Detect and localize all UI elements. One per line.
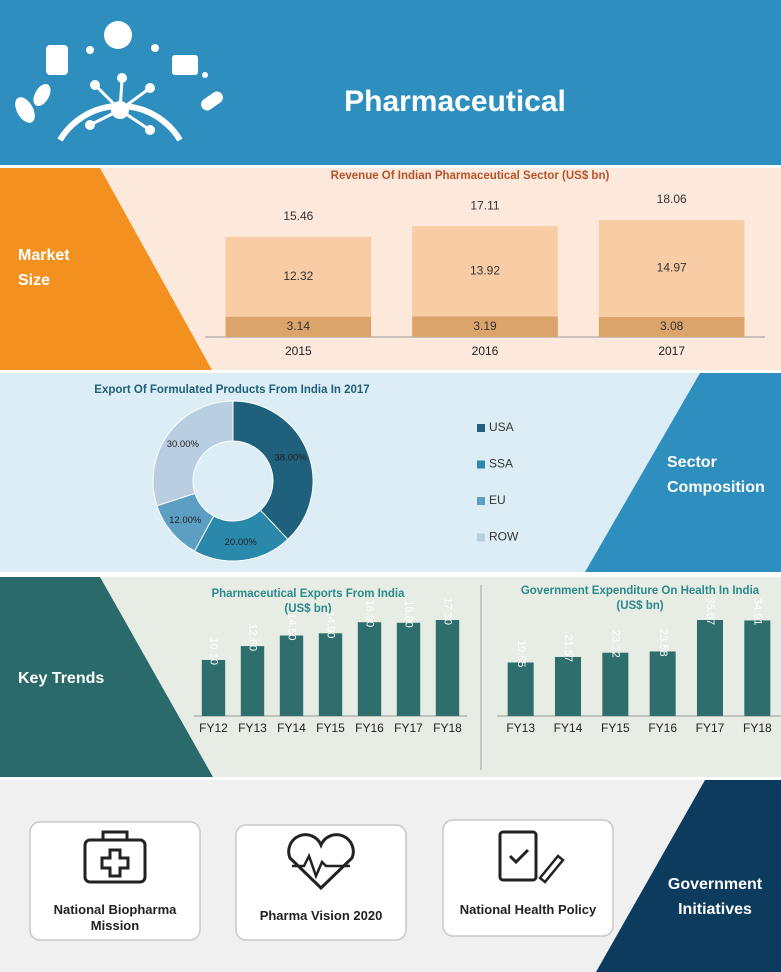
chart-subtitle: (US$ bn) <box>284 603 331 615</box>
total-label: 15.46 <box>283 209 313 223</box>
data-label: 12.00% <box>169 515 202 526</box>
bar <box>507 662 534 716</box>
card-label: Pharma Vision 2020 <box>259 908 383 923</box>
legend-swatch <box>477 460 485 469</box>
bar <box>357 622 382 716</box>
data-label: 12.32 <box>283 269 313 283</box>
legend-swatch <box>477 533 485 542</box>
bar <box>201 659 226 716</box>
total-label: 17.11 <box>470 198 499 212</box>
data-label: 16.90 <box>364 600 376 628</box>
data-label: 16.80 <box>403 600 415 628</box>
x-tick-label: FY17 <box>394 721 423 735</box>
legend-swatch <box>477 424 485 432</box>
x-tick-label: FY12 <box>199 721 228 735</box>
bar-segment <box>598 317 745 337</box>
chart-title: Government Expenditure On Health In Indi… <box>521 585 760 597</box>
bar <box>396 622 421 716</box>
bar-segment <box>225 316 372 337</box>
header-bg <box>0 0 781 165</box>
x-tick-label: 2016 <box>472 344 499 358</box>
data-label: 30.00% <box>167 439 200 450</box>
x-tick-label: FY13 <box>238 721 267 735</box>
data-label: 20.00% <box>225 537 258 548</box>
x-tick-label: FY15 <box>601 721 630 735</box>
card-icons <box>83 830 565 891</box>
bar <box>696 620 724 716</box>
data-label: 19.55 <box>515 640 527 668</box>
section-label: Sector Composition <box>667 454 765 496</box>
section-label: Key Trends <box>18 670 105 687</box>
data-label: 14.90 <box>325 611 337 639</box>
x-tick-label: FY16 <box>355 721 384 735</box>
section-tab <box>0 577 213 777</box>
data-label: 14.50 <box>286 613 298 641</box>
chart-title: Revenue Of Indian Pharmaceutical Sector … <box>331 170 610 182</box>
section-tab <box>0 168 212 370</box>
legend-label: SSA <box>489 457 513 471</box>
legend-label: EU <box>489 493 506 507</box>
page-title: Pharmaceutical <box>344 85 566 118</box>
data-label: 3.08 <box>660 319 684 333</box>
bar-segment <box>598 220 745 318</box>
data-label: 23.12 <box>609 630 621 658</box>
bar <box>602 652 629 716</box>
chart-title: Export Of Formulated Products From India… <box>94 384 369 396</box>
x-tick-label: FY18 <box>743 721 772 735</box>
x-tick-label: FY16 <box>648 721 677 735</box>
card-label: National Health Policy <box>459 902 597 917</box>
section-tab <box>596 780 781 972</box>
chart-title: Pharmaceutical Exports From India <box>211 588 405 600</box>
bar <box>744 620 771 716</box>
data-label: 34.91 <box>751 598 763 626</box>
bar <box>318 633 343 716</box>
data-label: 12.60 <box>247 624 259 652</box>
chart-subtitle: (US$ bn) <box>616 600 663 612</box>
data-label: 23.58 <box>657 629 669 657</box>
x-tick-label: FY13 <box>506 721 535 735</box>
legend-swatch <box>477 497 485 505</box>
data-label: 35.07 <box>704 597 716 625</box>
data-label: 10.10 <box>208 637 220 665</box>
section-tab <box>585 373 781 572</box>
data-label: 17.30 <box>442 597 454 625</box>
header-dots <box>15 21 223 135</box>
total-label: 18.06 <box>657 192 687 206</box>
card-label: National Biopharma Mission <box>53 902 177 933</box>
section-label: Market Size <box>18 247 70 289</box>
x-tick-label: FY14 <box>554 721 583 735</box>
legend-label: USA <box>489 420 514 434</box>
x-tick-label: FY14 <box>277 721 306 735</box>
data-label: 3.14 <box>287 319 311 333</box>
bar-segment <box>412 226 558 317</box>
data-label: 3.19 <box>473 319 497 333</box>
x-tick-label: FY17 <box>696 721 725 735</box>
donut-slice <box>232 400 314 541</box>
data-label: 13.92 <box>470 263 500 277</box>
legend-label: ROW <box>489 530 519 544</box>
x-tick-label: FY18 <box>433 721 462 735</box>
bar <box>554 656 582 716</box>
bar <box>435 620 460 716</box>
x-tick-label: FY15 <box>316 721 345 735</box>
x-tick-label: 2015 <box>285 344 312 358</box>
data-label: 14.97 <box>657 261 687 275</box>
bar-segment <box>412 316 558 337</box>
bar <box>240 646 265 716</box>
bar <box>279 635 304 716</box>
donut-slice <box>152 400 234 507</box>
x-tick-label: 2017 <box>658 344 685 358</box>
data-label: 38.00% <box>275 453 308 464</box>
bar-segment <box>225 236 372 317</box>
data-label: 21.57 <box>562 634 574 662</box>
bar <box>649 651 676 716</box>
section-label: Government Initiatives <box>667 876 763 918</box>
